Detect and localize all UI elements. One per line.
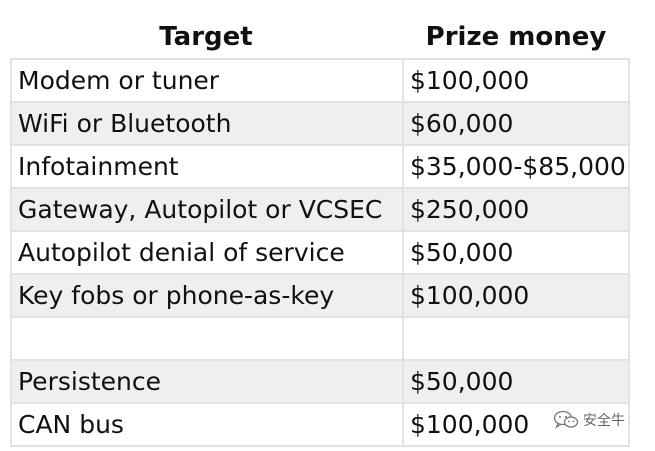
target-cell: Gateway, Autopilot or VCSEC xyxy=(10,189,402,230)
prize-cell: $100,000 xyxy=(402,275,630,316)
prize-cell: $50,000 xyxy=(402,232,630,273)
table-header: Target Prize money xyxy=(10,16,630,58)
target-cell: Key fobs or phone-as-key xyxy=(10,275,402,316)
target-cell: Persistence xyxy=(10,361,402,402)
table-row: CAN bus $100,000 xyxy=(10,404,630,447)
prize-cell: $35,000-$85,000 xyxy=(402,146,630,187)
table-row: Gateway, Autopilot or VCSEC $250,000 xyxy=(10,189,630,232)
prize-cell: $100,000 xyxy=(402,60,630,101)
table-row xyxy=(10,318,630,361)
target-cell: Autopilot denial of service xyxy=(10,232,402,273)
watermark-text: 安全牛 xyxy=(583,413,625,429)
prize-cell: $50,000 xyxy=(402,361,630,402)
table-row: WiFi or Bluetooth $60,000 xyxy=(10,103,630,146)
target-cell: Modem or tuner xyxy=(10,60,402,101)
target-cell: CAN bus xyxy=(10,404,402,445)
table-body: Modem or tuner $100,000 WiFi or Bluetoot… xyxy=(10,58,630,447)
prize-cell: $60,000 xyxy=(402,103,630,144)
target-cell: Infotainment xyxy=(10,146,402,187)
header-prize-money: Prize money xyxy=(425,22,607,52)
wechat-icon xyxy=(553,410,579,430)
table-row: Autopilot denial of service $50,000 xyxy=(10,232,630,275)
prize-cell: $100,000 xyxy=(402,404,630,445)
prize-cell: $250,000 xyxy=(402,189,630,230)
watermark: 安全牛 xyxy=(553,410,625,430)
prize-cell xyxy=(402,318,630,359)
target-cell: WiFi or Bluetooth xyxy=(10,103,402,144)
table-row: Modem or tuner $100,000 xyxy=(10,60,630,103)
header-target: Target xyxy=(159,22,253,52)
prize-table: Target Prize money Modem or tuner $100,0… xyxy=(10,16,630,447)
target-cell xyxy=(10,318,402,359)
table-row: Key fobs or phone-as-key $100,000 xyxy=(10,275,630,318)
table-row: Infotainment $35,000-$85,000 xyxy=(10,146,630,189)
table-row: Persistence $50,000 xyxy=(10,361,630,404)
